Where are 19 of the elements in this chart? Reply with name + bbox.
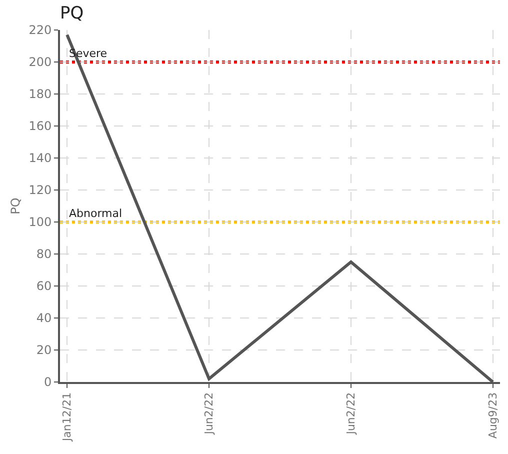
x-tick-label: Aug9/23 (486, 392, 500, 439)
y-tick-label: 120 (28, 183, 52, 198)
y-tick-label: 60 (36, 279, 52, 294)
y-tick-label: 100 (28, 215, 52, 230)
y-tick-label: 220 (28, 23, 52, 38)
x-tick-label: Jun2/22 (344, 392, 358, 436)
y-tick-label: 180 (28, 87, 52, 102)
y-tick-label: 200 (28, 55, 52, 70)
y-tick-label: 20 (36, 343, 52, 358)
y-tick-label: 0 (44, 375, 52, 390)
ref-line-label: Abnormal (69, 207, 122, 220)
y-tick-label: 160 (28, 119, 52, 134)
x-tick-label: Jun2/22 (202, 392, 216, 436)
y-axis-title: PQ (8, 198, 22, 214)
y-tick-label: 140 (28, 151, 52, 166)
chart-title: PQ (60, 4, 84, 24)
y-tick-label: 40 (36, 311, 52, 326)
x-tick-label: Jan12/21 (60, 392, 74, 442)
y-tick-label: 80 (36, 247, 52, 262)
